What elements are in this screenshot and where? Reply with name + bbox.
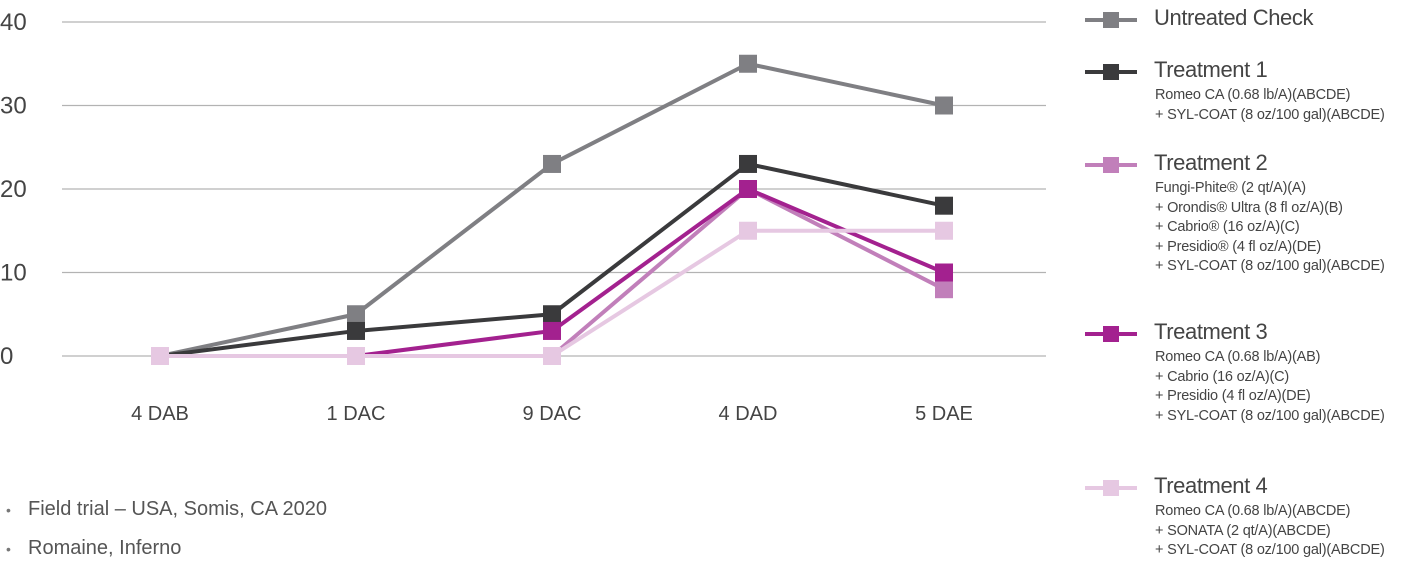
data-point xyxy=(739,54,757,73)
y-tick-label: 0 xyxy=(0,343,13,370)
x-tick-label: 4 DAD xyxy=(719,403,778,425)
legend-swatch-icon xyxy=(1085,324,1137,344)
legend-series-name: Untreated Check xyxy=(1154,5,1314,30)
data-point xyxy=(935,263,953,282)
data-point xyxy=(543,154,561,173)
legend-detail-line: Romeo CA (0.68 lb/A)(ABCDE) xyxy=(1155,87,1351,103)
legend-swatch-icon xyxy=(1085,478,1137,498)
legend-detail-line: + Presidio® (4 fl oz/A)(DE) xyxy=(1155,238,1322,255)
y-tick-label: 20 xyxy=(0,176,27,203)
legend-detail-line: Romeo CA (0.68 lb/A)(AB) xyxy=(1155,349,1321,365)
data-point xyxy=(935,280,953,299)
gridlines xyxy=(62,21,1046,357)
legend-detail-line: Romeo CA (0.68 lb/A)(ABCDE) xyxy=(1155,503,1351,519)
x-tick-label: 9 DAC xyxy=(523,403,582,425)
y-tick-label: 40 xyxy=(0,9,27,36)
x-axis-ticks: 4 DAB 1 DAC 9 DAC 4 DAD 5 DAE xyxy=(131,403,973,425)
legend-detail-line: + Cabrio (16 oz/A)(C) xyxy=(1155,368,1289,385)
data-point xyxy=(347,347,365,365)
legend-detail-line: + SYL-COAT (8 oz/100 gal)(ABCDE) xyxy=(1155,407,1385,424)
bullet-icon: • xyxy=(6,540,11,557)
legend-series-name: Treatment 2 xyxy=(1154,150,1268,175)
legend-swatch-icon xyxy=(1085,155,1137,175)
legend-detail-line: + Presidio (4 fl oz/A)(DE) xyxy=(1155,388,1311,405)
legend-series-name: Treatment 3 xyxy=(1154,319,1268,344)
legend-series-name: Treatment 4 xyxy=(1154,473,1268,498)
x-tick-label: 5 DAE xyxy=(915,403,973,425)
data-point xyxy=(935,196,953,215)
x-tick-label: 1 DAC xyxy=(327,403,386,425)
y-tick-label: 30 xyxy=(0,93,27,120)
data-point xyxy=(347,321,365,340)
legend-detail-line: + SYL-COAT (8 oz/100 gal)(ABCDE) xyxy=(1155,106,1385,123)
legend-treatment-details: Fungi-Phite® (2 qt/A)(A) + Orondis® Ultra… xyxy=(1155,179,1385,277)
legend-detail-line: + SYL-COAT (8 oz/100 gal)(ABCDE) xyxy=(1155,258,1385,275)
legend-detail-line: + SONATA (2 qt/A)(ABCDE) xyxy=(1155,522,1331,539)
legend-swatch-icon xyxy=(1085,62,1137,82)
x-tick-label: 4 DAB xyxy=(131,403,189,425)
legend-treatment-details: Romeo CA (0.68 lb/A)(ABCDE) + SYL-COAT (8… xyxy=(1155,86,1385,125)
note-text: Field trial – USA, Somis, CA 2020 xyxy=(28,498,328,520)
trial-notes: • Field trial – USA, Somis, CA 2020 • Roma… xyxy=(6,496,327,574)
legend-detail-line: Fungi-Phite® (2 qt/A)(A) xyxy=(1155,180,1306,196)
legend-detail-line: + SYL-COAT (8 oz/100 gal)(ABCDE) xyxy=(1155,542,1385,559)
note-item: • Field trial – USA, Somis, CA 2020 xyxy=(6,496,327,535)
note-text: Romaine, Inferno xyxy=(28,537,182,559)
data-point xyxy=(543,347,561,365)
data-point xyxy=(543,321,561,340)
y-axis-ticks: 0 10 20 30 40 xyxy=(0,9,27,370)
legend-detail-line: + Orondis® Ultra (8 fl oz/A)(B) xyxy=(1155,199,1343,216)
data-point xyxy=(739,221,757,240)
data-point xyxy=(151,347,169,365)
line-chart: 0 10 20 30 40 4 DAB 1 DAC 9 DAC 4 DAD 5 DAE xyxy=(0,9,1046,425)
legend-treatment-details: Romeo CA (0.68 lb/A)(ABCDE) + SONATA (2 q… xyxy=(1155,502,1385,561)
legend-swatch-icon xyxy=(1085,10,1137,30)
data-point xyxy=(935,96,953,115)
data-point xyxy=(543,305,561,324)
series-markers xyxy=(151,54,953,365)
legend-series-name: Treatment 1 xyxy=(1154,57,1268,82)
legend-treatment-details: Romeo CA (0.68 lb/A)(AB) + Cabrio (16 oz/… xyxy=(1155,348,1385,426)
data-point xyxy=(347,305,365,324)
data-point xyxy=(935,221,953,240)
legend-detail-line: + Cabrio® (16 oz/A)(C) xyxy=(1155,219,1300,236)
data-point xyxy=(739,154,757,173)
data-point xyxy=(739,180,757,198)
bullet-icon: • xyxy=(6,501,11,518)
note-item: • Romaine, Inferno xyxy=(6,535,327,574)
y-tick-label: 10 xyxy=(0,260,27,287)
